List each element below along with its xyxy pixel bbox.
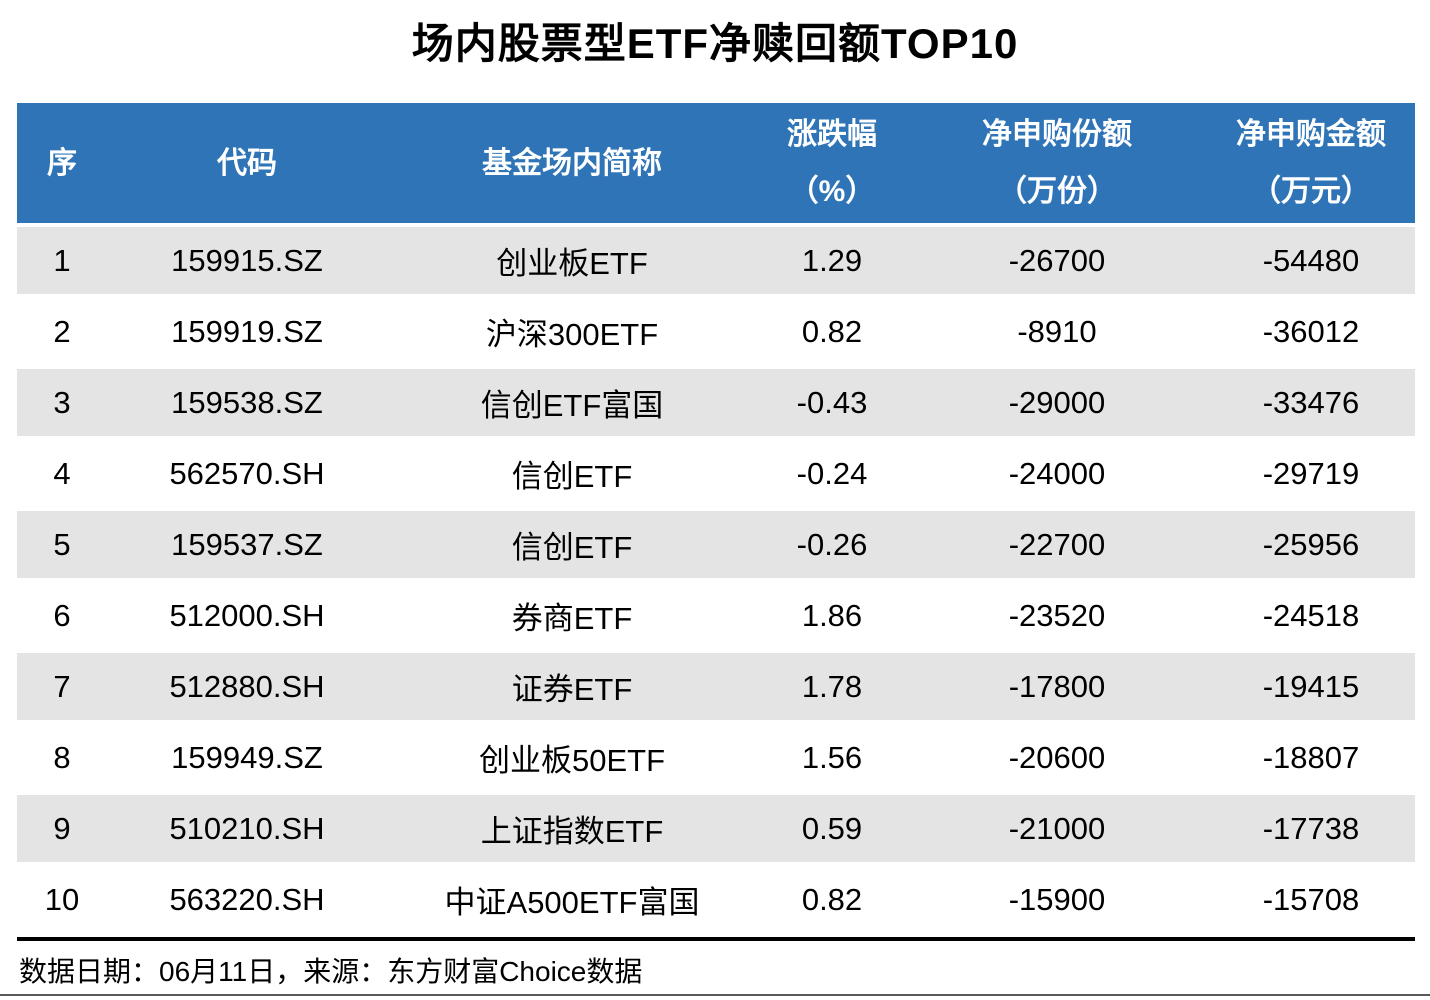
table-row: 4 562570.SH 信创ETF -0.24 -24000 -29719 — [17, 440, 1415, 507]
header-label-line2: （%） — [788, 175, 876, 208]
cell-shares: -26700 — [907, 227, 1207, 294]
cell-code: 159949.SZ — [107, 724, 387, 791]
column-header-shares: 净申购份额 （万份） — [907, 103, 1207, 223]
column-header-change: 涨跌幅 （%） — [757, 103, 907, 223]
table-row: 2 159919.SZ 沪深300ETF 0.82 -8910 -36012 — [17, 298, 1415, 365]
column-header-amount: 净申购金额 （万元） — [1207, 103, 1415, 223]
source-note-text: 数据日期：06月11日，来源：东方财富Choice数据 — [19, 956, 643, 987]
cell-shares: -20600 — [907, 724, 1207, 791]
cell-code: 562570.SH — [107, 440, 387, 507]
table-row: 9 510210.SH 上证指数ETF 0.59 -21000 -17738 — [17, 795, 1415, 862]
cell-seq: 9 — [17, 795, 107, 862]
header-row: 序 代码 基金场内简称 涨跌幅 （%） 净申购份额 （万份） 净申购金额 （万元… — [17, 103, 1415, 223]
cell-shares: -24000 — [907, 440, 1207, 507]
cell-code: 510210.SH — [107, 795, 387, 862]
cell-code: 159538.SZ — [107, 369, 387, 436]
column-header-seq: 序 — [17, 103, 107, 223]
cell-seq: 2 — [17, 298, 107, 365]
table-row: 5 159537.SZ 信创ETF -0.26 -22700 -25956 — [17, 511, 1415, 578]
cell-name: 创业板ETF — [387, 227, 757, 294]
cell-change: -0.24 — [757, 440, 907, 507]
cell-shares: -17800 — [907, 653, 1207, 720]
header-label-line2: （万元） — [1251, 175, 1371, 208]
cell-name: 中证A500ETF富国 — [387, 866, 757, 933]
cell-shares: -15900 — [907, 866, 1207, 933]
cell-name: 创业板50ETF — [387, 724, 757, 791]
cell-amount: -17738 — [1207, 795, 1415, 862]
cell-shares: -21000 — [907, 795, 1207, 862]
cell-amount: -19415 — [1207, 653, 1415, 720]
cell-seq: 8 — [17, 724, 107, 791]
cell-amount: -15708 — [1207, 866, 1415, 933]
cell-name: 信创ETF富国 — [387, 369, 757, 436]
cell-amount: -29719 — [1207, 440, 1415, 507]
cell-change: 1.78 — [757, 653, 907, 720]
cell-shares: -29000 — [907, 369, 1207, 436]
table-row: 3 159538.SZ 信创ETF富国 -0.43 -29000 -33476 — [17, 369, 1415, 436]
header-label-line1: 涨跌幅 — [787, 118, 877, 151]
table-body: 1 159915.SZ 创业板ETF 1.29 -26700 -54480 2 … — [17, 227, 1415, 933]
table-row: 8 159949.SZ 创业板50ETF 1.56 -20600 -18807 — [17, 724, 1415, 791]
header-label-line1: 净申购份额 — [982, 118, 1132, 151]
cell-change: 1.86 — [757, 582, 907, 649]
cell-seq: 5 — [17, 511, 107, 578]
cell-code: 159537.SZ — [107, 511, 387, 578]
cell-amount: -24518 — [1207, 582, 1415, 649]
bottom-divider — [0, 994, 1430, 996]
cell-amount: -54480 — [1207, 227, 1415, 294]
header-label: 代码 — [217, 146, 277, 180]
cell-change: 0.82 — [757, 298, 907, 365]
cell-code: 563220.SH — [107, 866, 387, 933]
cell-name: 信创ETF — [387, 511, 757, 578]
cell-change: -0.43 — [757, 369, 907, 436]
table-row: 1 159915.SZ 创业板ETF 1.29 -26700 -54480 — [17, 227, 1415, 294]
table-header: 序 代码 基金场内简称 涨跌幅 （%） 净申购份额 （万份） 净申购金额 （万元… — [17, 103, 1415, 223]
cell-name: 信创ETF — [387, 440, 757, 507]
cell-code: 512000.SH — [107, 582, 387, 649]
cell-change: 0.82 — [757, 866, 907, 933]
cell-seq: 10 — [17, 866, 107, 933]
cell-name: 沪深300ETF — [387, 298, 757, 365]
cell-change: 0.59 — [757, 795, 907, 862]
cell-amount: -33476 — [1207, 369, 1415, 436]
cell-code: 159915.SZ — [107, 227, 387, 294]
cell-shares: -8910 — [907, 298, 1207, 365]
table-row: 6 512000.SH 券商ETF 1.86 -23520 -24518 — [17, 582, 1415, 649]
page-title: 场内股票型ETF净赎回额TOP10 — [411, 20, 1019, 67]
cell-amount: -25956 — [1207, 511, 1415, 578]
cell-seq: 7 — [17, 653, 107, 720]
cell-name: 券商ETF — [387, 582, 757, 649]
header-label-line1: 净申购金额 — [1236, 118, 1386, 151]
column-header-name: 基金场内简称 — [387, 103, 757, 223]
cell-code: 159919.SZ — [107, 298, 387, 365]
cell-change: 1.56 — [757, 724, 907, 791]
cell-amount: -18807 — [1207, 724, 1415, 791]
column-header-code: 代码 — [107, 103, 387, 223]
cell-seq: 4 — [17, 440, 107, 507]
header-label: 序 — [47, 146, 77, 180]
cell-shares: -22700 — [907, 511, 1207, 578]
cell-amount: -36012 — [1207, 298, 1415, 365]
cell-seq: 3 — [17, 369, 107, 436]
table-row: 7 512880.SH 证券ETF 1.78 -17800 -19415 — [17, 653, 1415, 720]
cell-name: 上证指数ETF — [387, 795, 757, 862]
cell-change: 1.29 — [757, 227, 907, 294]
cell-code: 512880.SH — [107, 653, 387, 720]
etf-table: 序 代码 基金场内简称 涨跌幅 （%） 净申购份额 （万份） 净申购金额 （万元… — [17, 99, 1415, 937]
source-note: 数据日期：06月11日，来源：东方财富Choice数据 — [17, 937, 1415, 990]
cell-seq: 6 — [17, 582, 107, 649]
cell-change: -0.26 — [757, 511, 907, 578]
cell-shares: -23520 — [907, 582, 1207, 649]
table-row: 10 563220.SH 中证A500ETF富国 0.82 -15900 -15… — [17, 866, 1415, 933]
cell-seq: 1 — [17, 227, 107, 294]
header-label: 基金场内简称 — [482, 146, 662, 180]
header-label-line2: （万份） — [997, 175, 1117, 208]
cell-name: 证券ETF — [387, 653, 757, 720]
